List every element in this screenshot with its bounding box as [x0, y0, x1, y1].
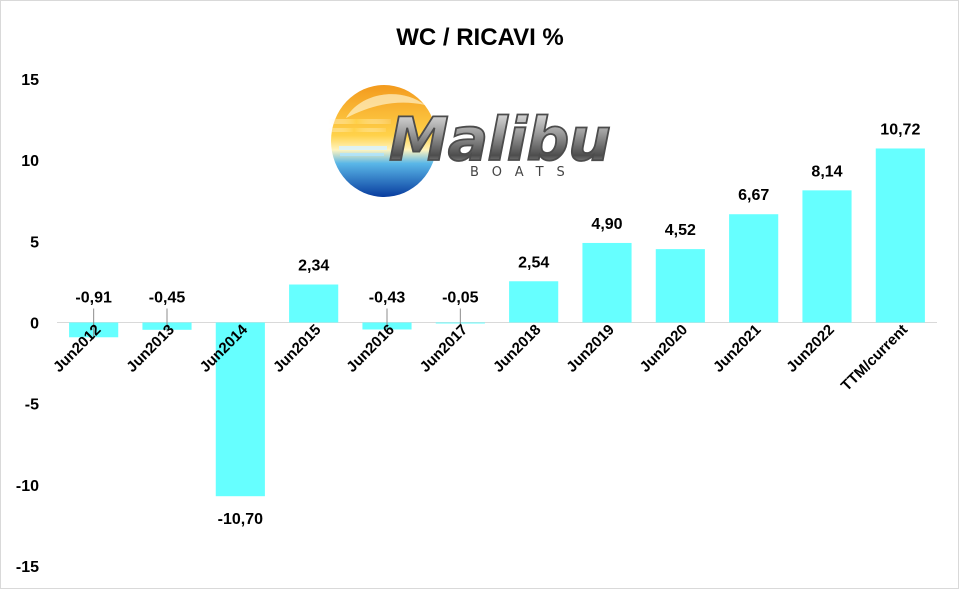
data-label: 4,90	[591, 216, 622, 233]
x-tick-label: Jun2022	[783, 321, 837, 375]
data-label: 10,72	[880, 121, 920, 138]
data-label: 2,34	[298, 258, 329, 275]
y-axis: 15 10 5 0 -5 -10 -15	[16, 72, 39, 576]
logo-stripe	[340, 153, 384, 156]
bar-jun2019	[582, 242, 632, 323]
data-label: 4,52	[665, 222, 696, 239]
x-tick-label: Jun2017	[417, 321, 471, 375]
bar-jun2020	[655, 249, 705, 323]
logo-stripe	[328, 119, 391, 124]
logo-stripe	[339, 146, 387, 150]
y-tick-label: 0	[30, 316, 39, 333]
chart-title: WC / RICAVI %	[396, 24, 564, 51]
bar-jun2014	[215, 322, 265, 497]
x-tick-label: Jun2019	[563, 321, 617, 375]
bar-jun2018	[509, 281, 559, 323]
company-logo: Malibu BOATS	[328, 85, 612, 197]
data-label: -0,43	[369, 290, 406, 307]
data-label: -0,45	[149, 290, 186, 307]
y-tick-label: -10	[16, 478, 39, 495]
y-tick-label: 10	[21, 153, 39, 170]
logo-stripe	[328, 128, 386, 132]
x-tick-label: Jun2018	[490, 321, 544, 375]
x-tick-label: Jun2021	[710, 321, 764, 375]
x-tick-label: Jun2015	[270, 321, 324, 375]
y-tick-label: -15	[16, 559, 39, 576]
y-tick-label: -5	[25, 397, 39, 414]
x-tick-label: TTM/current	[838, 321, 911, 394]
y-tick-label: 15	[21, 72, 39, 89]
y-tick-label: 5	[30, 234, 39, 251]
bar-jun2021	[729, 214, 779, 323]
logo-wordmark: Malibu	[389, 105, 610, 175]
plot-area: -0,91Jun2012-0,45Jun2013-10,70Jun20142,3…	[50, 121, 937, 528]
bar-jun2015	[289, 284, 339, 323]
bar-ttm-current	[875, 148, 925, 323]
x-tick-label: Jun2020	[637, 321, 691, 375]
data-label: -10,70	[218, 511, 263, 528]
data-label: 8,14	[811, 163, 842, 180]
data-label: -0,05	[442, 290, 479, 307]
data-label: 6,67	[738, 187, 769, 204]
logo-highlight	[346, 94, 425, 118]
data-label: -0,91	[75, 290, 112, 307]
data-label: 2,54	[518, 254, 549, 271]
bar-jun2022	[802, 190, 852, 323]
logo-sphere	[331, 85, 437, 197]
logo-subtext: BOATS	[470, 165, 578, 180]
